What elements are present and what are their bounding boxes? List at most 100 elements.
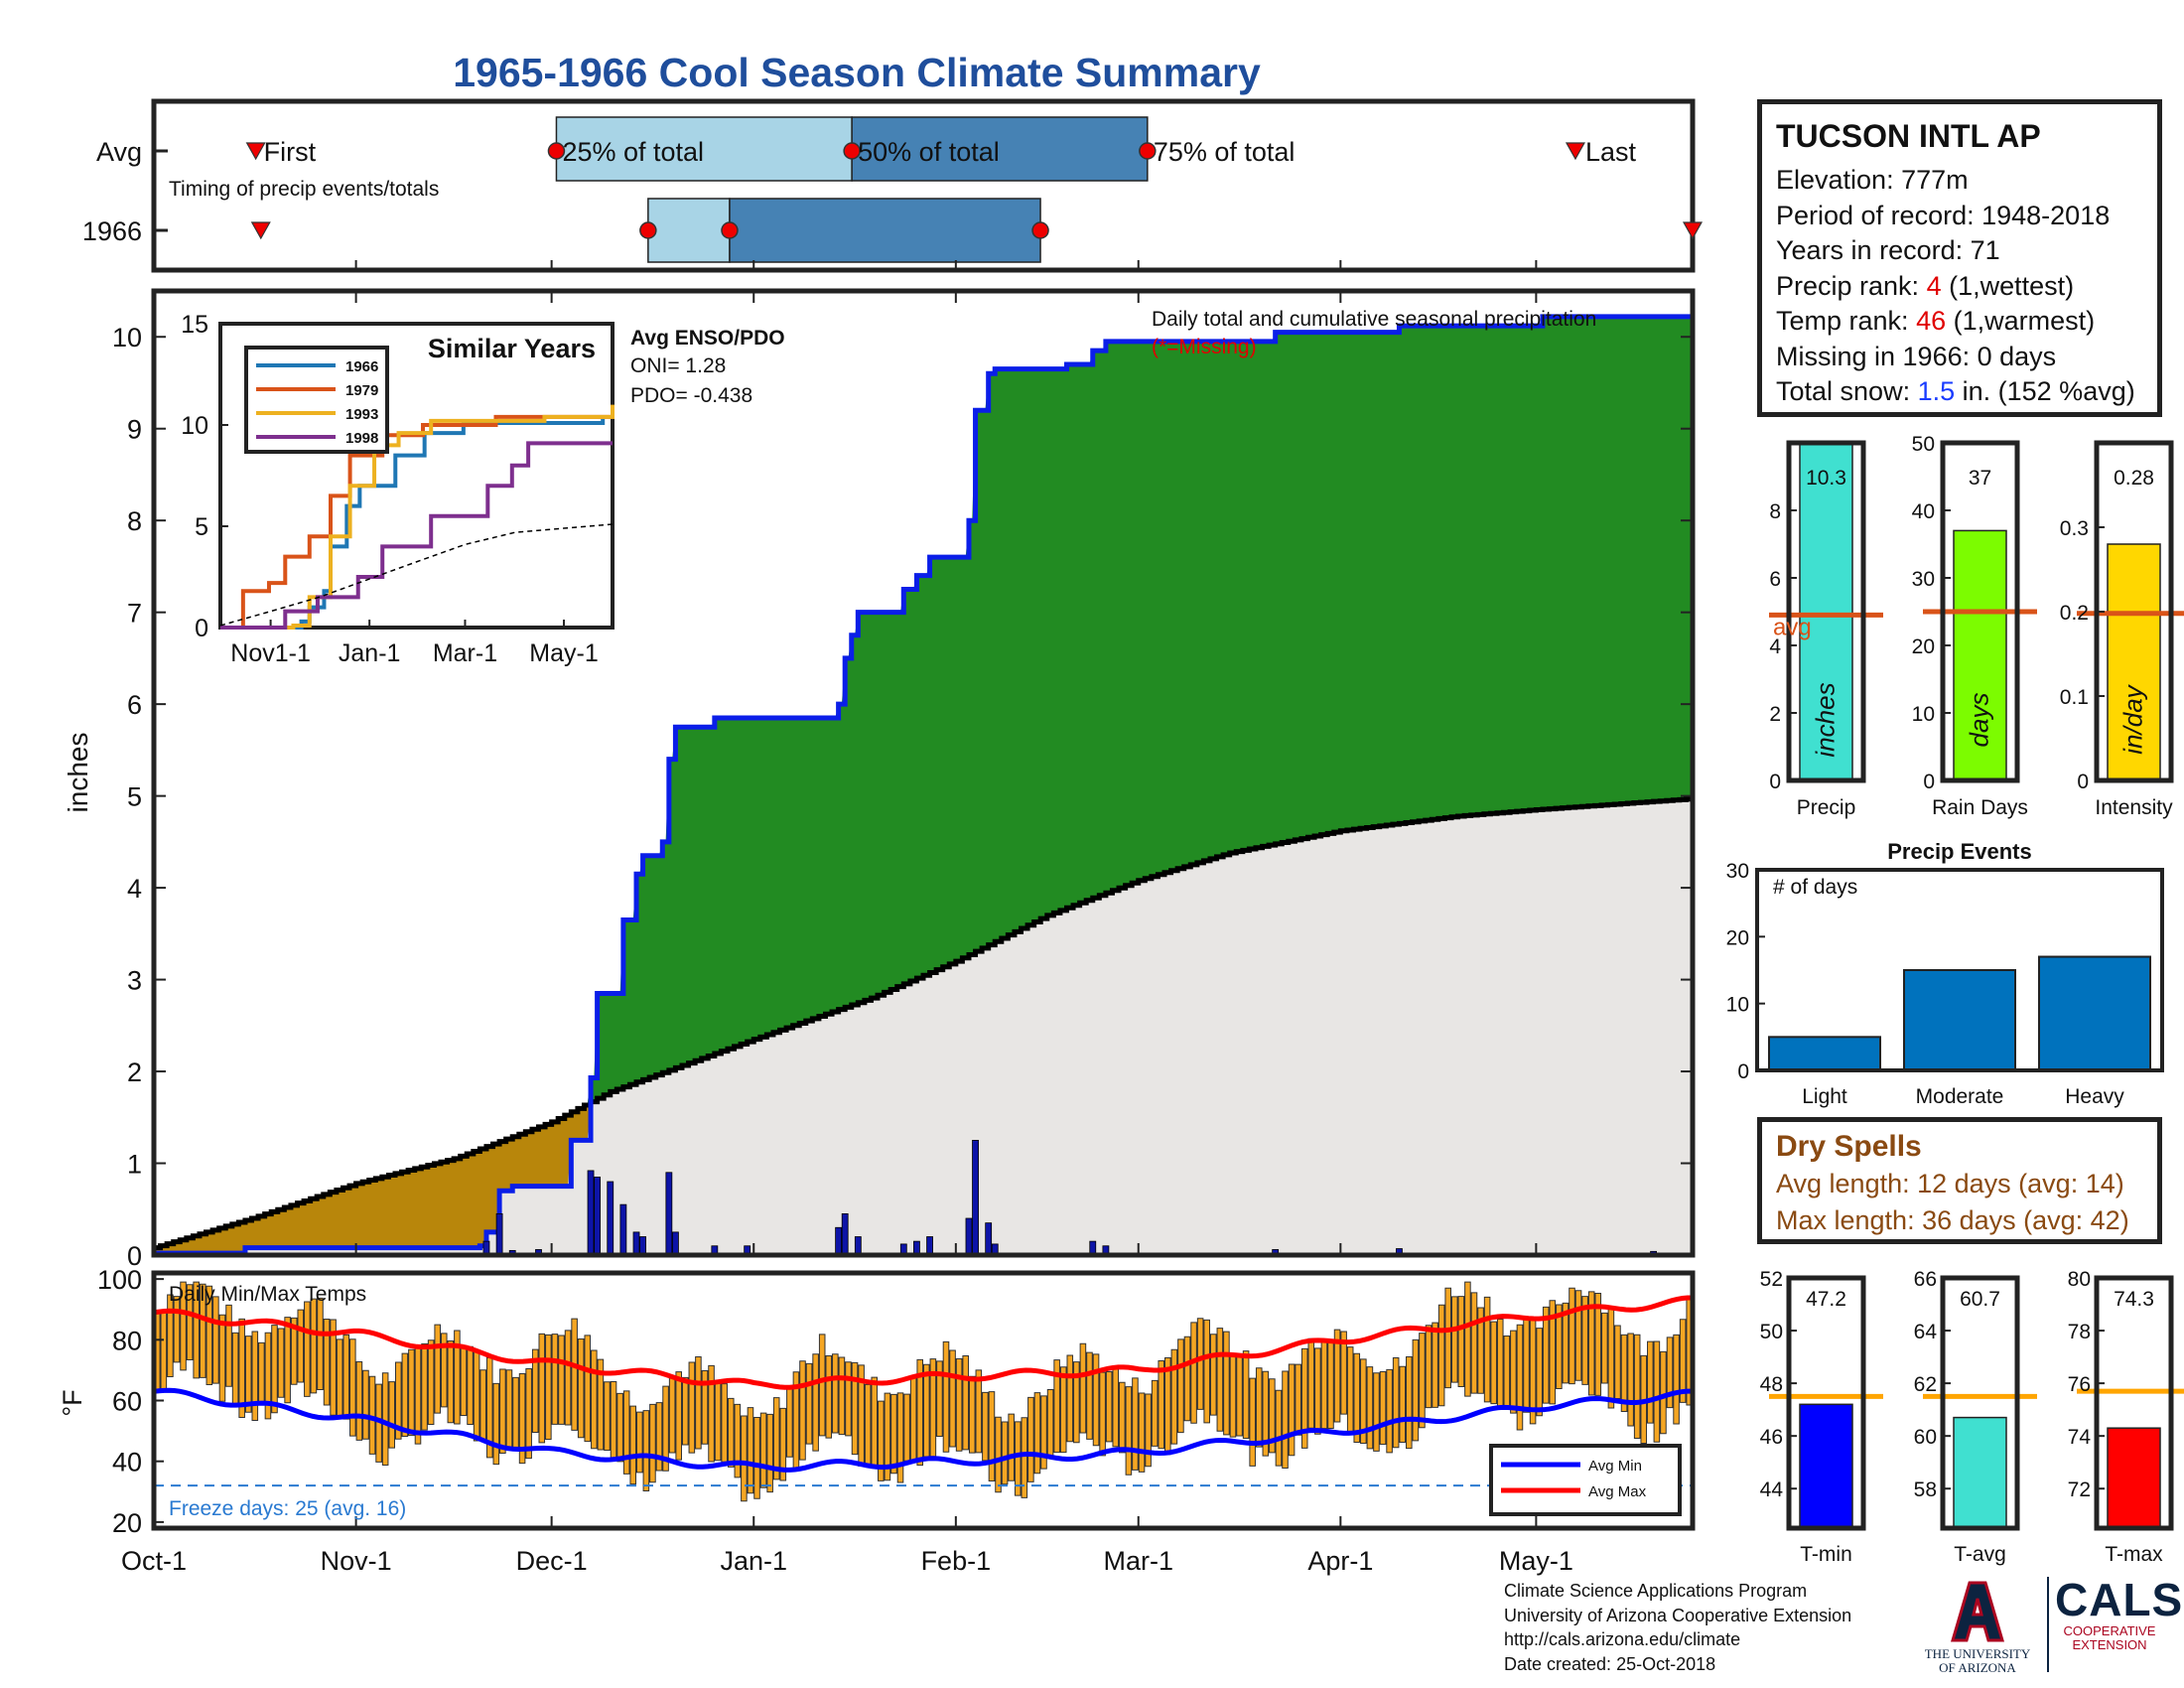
y-tick-label: 1: [127, 1150, 142, 1180]
cals-logo: CALS COOPERATIVE EXTENSION: [2055, 1574, 2184, 1652]
avg-max-line: [153, 1295, 1694, 1390]
events-title: Precip Events: [1887, 839, 2032, 864]
missing-note: (*=Missing): [1152, 336, 1257, 358]
chart-annotation: Daily total and cumulative seasonal prec…: [1152, 308, 1596, 331]
precip-rank-label: Precip rank:: [1776, 270, 1927, 301]
pdo-value: PDO= -0.438: [630, 384, 752, 407]
cals-text-1: COOPERATIVE: [2063, 1623, 2156, 1638]
y-tick-label: 4: [127, 874, 142, 904]
totals-panel-frame: [1786, 440, 1866, 783]
dry-spells-title: Dry Spells: [1776, 1130, 1922, 1163]
legend-label-1979: 1979: [345, 382, 378, 399]
freeze-days-label: Freeze days: 25 (avg. 16): [169, 1497, 406, 1520]
temp-rank-label: Temp rank:: [1776, 306, 1917, 336]
block-a-icon: [1950, 1581, 2005, 1642]
dry-spells-box: Dry Spells Avg length: 12 days (avg: 14)…: [1757, 1117, 2162, 1244]
p50-label: 50% of total: [858, 137, 1000, 167]
daily-precip-bar: [965, 1217, 973, 1256]
inset-x-label: Nov1-1: [230, 639, 311, 667]
totals-label-0: Precip: [1797, 796, 1856, 819]
avg-p75-marker: [1139, 142, 1157, 160]
cals-text-2: EXTENSION: [2072, 1637, 2147, 1652]
totals-y-label: 0: [2077, 771, 2089, 793]
footer-line-1: Climate Science Applications Program: [1504, 1581, 1808, 1601]
tsum-y-label: 44: [1760, 1478, 1784, 1501]
tsum-y-label: 72: [2068, 1478, 2091, 1501]
tsum-y-label: 64: [1914, 1321, 1938, 1343]
daily-precip-bar: [607, 1181, 614, 1256]
last-label: Last: [1585, 137, 1637, 167]
years-text: Years in record: 71: [1776, 235, 2000, 265]
totals-panel-frame: [1940, 440, 2020, 783]
temps-legend-box: [1489, 1444, 1682, 1516]
totals-y-label: 0.1: [2060, 686, 2089, 709]
y-tick-label: 2: [127, 1057, 142, 1087]
events-frame: [1755, 868, 2164, 1072]
dry-avg-length: Avg length: 12 days (avg: 14): [1776, 1169, 2124, 1198]
timing-row-avg: Avg: [96, 137, 142, 167]
dry-max-length: Max length: 36 days (avg: 42): [1776, 1205, 2129, 1235]
tsum-bar-1: [1953, 1416, 2007, 1529]
avg-last-marker: [1565, 142, 1585, 161]
similar-year-line-1979: [220, 412, 614, 630]
events-y-label: 20: [1726, 926, 1749, 949]
y-tick-label: 7: [127, 599, 142, 629]
tsum-y-label: 58: [1914, 1478, 1937, 1501]
y-tick-label: 5: [127, 782, 142, 812]
tsum-y-label: 78: [2068, 1321, 2091, 1343]
daily-temps-chart: 20 40 60 80 100 Oct-1 Nov-1 Dec-1 Jan-1 Feb-1 Mar-…: [58, 1265, 1696, 1576]
avg-cumulative-line: [154, 796, 1696, 1251]
temps-y-label: 40: [112, 1448, 142, 1477]
inset-y-label: 10: [181, 412, 208, 440]
y-tick-label: 3: [127, 966, 142, 996]
x-tick-label: Mar-1: [1103, 1546, 1173, 1576]
avg-label: avg: [1773, 614, 1812, 640]
avg-q1-box: [555, 116, 853, 182]
totals-value-2: 0.28: [2114, 467, 2154, 490]
daily-precip-bar: [841, 1212, 849, 1256]
tsum-y-label: 80: [2068, 1268, 2091, 1291]
y-axis-label: inches: [63, 733, 93, 813]
events-category-2: Heavy: [2065, 1085, 2124, 1108]
year-q2-box: [729, 198, 1041, 263]
year-last-marker: [1682, 221, 1704, 240]
first-label: First: [264, 137, 317, 167]
deficit-area: [154, 798, 1693, 1254]
totals-value-1: 37: [1969, 467, 1991, 490]
tsum-y-label: 76: [2068, 1373, 2091, 1396]
temp-rank-value: 46: [1916, 306, 1947, 336]
tsum-y-label: 74: [2068, 1426, 2092, 1449]
temp-rank-line: Temp rank: 46 (1,warmest): [1776, 304, 2143, 340]
events-category-0: Light: [1802, 1085, 1847, 1108]
snow-value: 1.5: [1917, 376, 1956, 406]
cals-wordmark: CALS: [2055, 1574, 2184, 1625]
inset-y-label: 15: [181, 311, 208, 339]
daily-precip-bar: [854, 1236, 862, 1256]
elevation-text: Elevation: 777m: [1776, 165, 1969, 195]
temps-legend-label-0: Avg Min: [1588, 1458, 1642, 1475]
totals-label-2: Intensity: [2095, 796, 2173, 819]
totals-unit-2: in/day: [2118, 683, 2148, 754]
precip-rank-line: Precip rank: 4 (1,wettest): [1776, 269, 2143, 305]
inset-x-label: May-1: [529, 639, 598, 667]
university-logo: THE UNIVERSITY OF ARIZONA: [1918, 1577, 2037, 1676]
tsum-label-2: T-max: [2105, 1543, 2163, 1566]
surplus-area: [154, 309, 1693, 1248]
oni-value: ONI= 1.28: [630, 354, 726, 377]
tsum-y-label: 52: [1760, 1268, 1783, 1291]
station-info-box: TUCSON INTL AP Elevation: 777m Period of…: [1757, 99, 2162, 417]
snow-line: Total snow: 1.5 in. (152 %avg): [1776, 374, 2143, 410]
timing-panel: Avg 1966 First 25% of total 50% of total 75% …: [82, 98, 1704, 273]
tsum-y-label: 62: [1914, 1373, 1937, 1396]
daily-precip-bar: [632, 1231, 640, 1256]
x-tick-label: Oct-1: [121, 1546, 187, 1576]
p75-label: 75% of total: [1154, 137, 1296, 167]
y-tick-label: 8: [127, 506, 142, 536]
temp-rank-note: (1,warmest): [1946, 306, 2096, 336]
season-totals-panels: 0 2 4 6 8 10.3 Precip inches avg 0 10 20 30 40 50 37 Rai…: [1769, 433, 2184, 819]
inset-y-label: 5: [195, 513, 208, 541]
events-bar-2: [2038, 955, 2151, 1071]
totals-y-label: 20: [1912, 635, 1935, 658]
daily-precip-bar: [639, 1236, 646, 1256]
